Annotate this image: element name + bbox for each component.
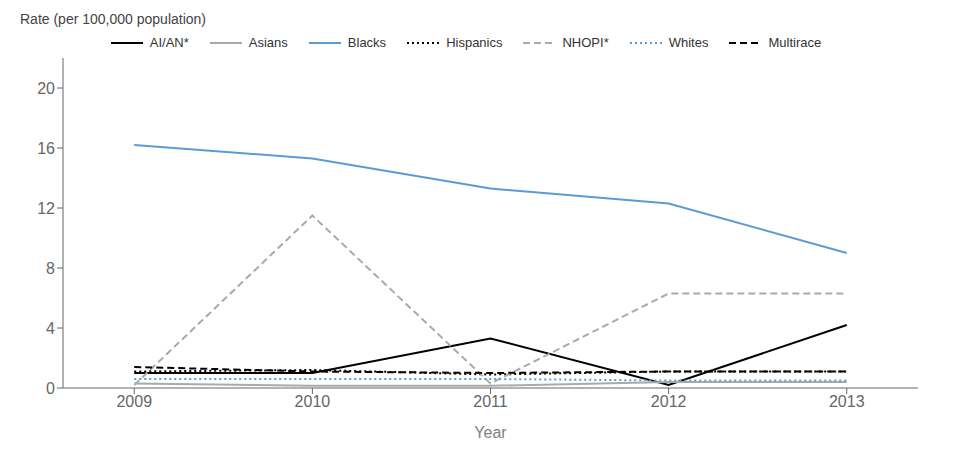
svg-text:Year: Year — [474, 424, 507, 441]
html-text:Asians: Asians — [248, 35, 288, 50]
html-text:Rate (per 100,000 population): Rate (per 100,000 population) — [20, 11, 206, 27]
svg-text:2013: 2013 — [829, 393, 865, 410]
svg-text:16: 16 — [37, 140, 55, 157]
html-text:Whites: Whites — [668, 35, 709, 50]
svg-text:12: 12 — [37, 200, 55, 217]
svg-text:2012: 2012 — [651, 393, 687, 410]
svg-text:2009: 2009 — [116, 393, 152, 410]
html-text:Hispanics: Hispanics — [446, 35, 503, 50]
svg-text:0: 0 — [46, 380, 55, 397]
svg-text:2011: 2011 — [473, 393, 508, 410]
html-text:NHOPI*: NHOPI* — [562, 35, 609, 50]
svg-text:20: 20 — [37, 80, 55, 97]
svg-text:2010: 2010 — [295, 393, 331, 410]
svg-text:8: 8 — [46, 260, 55, 277]
svg-text:4: 4 — [46, 320, 55, 337]
html-text:Multirace: Multirace — [768, 35, 822, 50]
html-text:Blacks: Blacks — [347, 35, 387, 50]
html-text:AI/AN*: AI/AN* — [149, 35, 189, 50]
